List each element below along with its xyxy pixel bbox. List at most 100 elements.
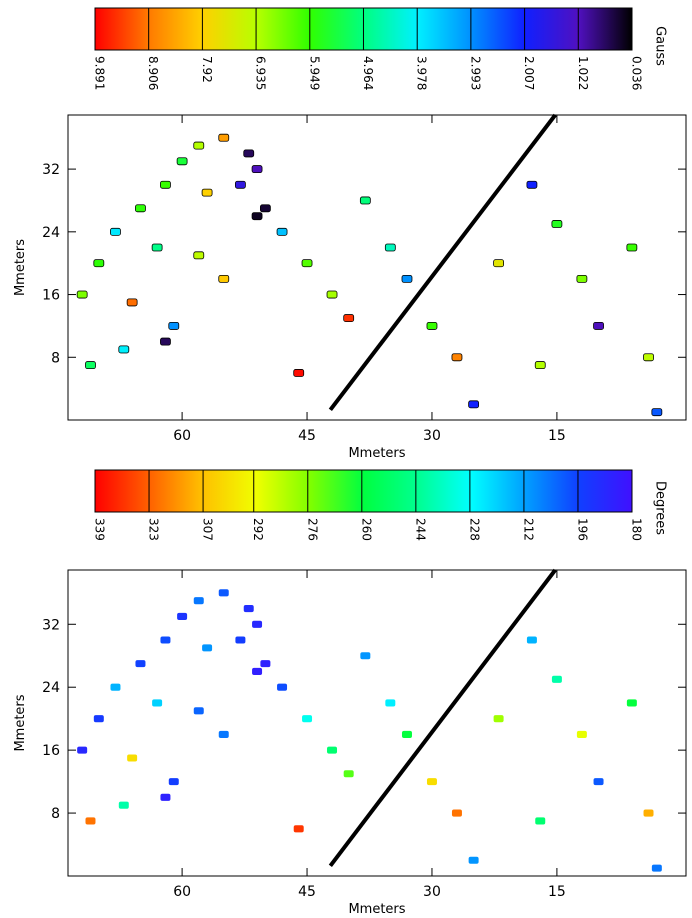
heatmap-cell <box>218 589 229 597</box>
x-axis-label: Mmeters <box>348 902 405 917</box>
x-tick-label: 15 <box>548 884 566 900</box>
colorbar-tick-label: 212 <box>521 518 535 541</box>
heatmap-cell <box>243 605 254 613</box>
heatmap-cell <box>493 715 504 723</box>
colorbar-tick-label: 292 <box>251 518 265 541</box>
colorbar-tick-label: 8.906 <box>146 56 160 90</box>
colorbar-tick-label: 2.993 <box>468 56 482 90</box>
heatmap-cell <box>451 353 463 362</box>
heatmap-cell <box>152 699 163 707</box>
heatmap-cell <box>218 730 229 738</box>
heatmap-cell <box>110 227 121 236</box>
heatmap-cell <box>468 856 479 864</box>
x-axis-label: Mmeters <box>348 446 405 461</box>
heatmap-cell <box>643 353 654 362</box>
heatmap-cell <box>193 597 204 605</box>
heatmap-cell <box>252 620 263 628</box>
heatmap-cell <box>401 274 413 283</box>
heatmap-cell <box>118 801 129 809</box>
y-axis-label: Mmeters <box>13 239 28 296</box>
colorbar-tick-label: 2.007 <box>522 56 536 90</box>
y-axis-label: Mmeters <box>13 694 28 751</box>
heatmap-cell <box>160 180 171 189</box>
heatmap-cell <box>359 196 371 205</box>
heatmap-cell <box>168 321 180 330</box>
heatmap-cell <box>651 408 663 417</box>
heatmap-cell <box>426 321 438 330</box>
heatmap-cell <box>293 369 305 377</box>
x-tick-label: 60 <box>173 884 191 900</box>
y-tick-label: 8 <box>51 350 60 366</box>
heatmap-cell <box>243 149 255 158</box>
heatmap-cell <box>327 746 338 754</box>
heatmap-cell <box>252 667 263 676</box>
heatmap-cell <box>526 636 537 644</box>
heatmap-cell <box>177 612 188 620</box>
heatmap-cell <box>593 321 604 330</box>
colorbar-tick-label: 276 <box>305 518 319 541</box>
heatmap-cell <box>235 180 246 189</box>
heatmap-cell <box>93 259 105 268</box>
heatmap-cell <box>251 165 263 174</box>
heatmap-cell <box>343 314 355 323</box>
y-tick-label: 16 <box>42 288 60 304</box>
x-tick-label: 30 <box>423 428 441 444</box>
colorbar-tick-label: 5.949 <box>307 56 321 90</box>
y-tick-label: 32 <box>42 617 60 633</box>
heatmap-cell <box>593 778 604 786</box>
colorbar-tick-label: 228 <box>467 518 481 541</box>
heatmap-cell <box>302 715 313 723</box>
x-tick-label: 45 <box>298 884 316 900</box>
heatmap-cell <box>151 243 163 252</box>
colorbar-tick-label: 244 <box>413 518 427 541</box>
colorbar-tick-label: 4.964 <box>361 56 375 90</box>
heatmap-cell <box>535 817 546 825</box>
heatmap-cell <box>343 770 354 778</box>
x-tick-label: 45 <box>298 428 316 444</box>
heatmap-cell <box>85 817 96 825</box>
heatmap-cell <box>651 864 662 872</box>
y-tick-label: 16 <box>42 743 60 759</box>
heatmap-cell <box>251 212 263 221</box>
trend-line <box>328 113 557 412</box>
y-tick-label: 24 <box>42 225 60 241</box>
heatmap-cell <box>534 361 546 370</box>
colorbar-label: Degrees <box>653 481 668 535</box>
heatmap-cell <box>218 133 230 142</box>
heatmap-cell <box>201 188 213 197</box>
colorbar <box>94 469 633 513</box>
heatmap-cell <box>176 157 188 166</box>
colorbar-tick-label: 196 <box>575 518 589 541</box>
y-tick-label: 8 <box>51 806 60 822</box>
heatmap-cell <box>360 652 371 660</box>
heatmap-cell <box>526 180 538 189</box>
heatmap-cell <box>576 274 588 283</box>
heatmap-cell <box>326 290 338 299</box>
colorbar-tick-label: 323 <box>147 518 161 541</box>
heatmap-cells <box>76 133 663 417</box>
heatmap-cell <box>276 227 288 236</box>
heatmap-cell <box>126 298 138 307</box>
heatmap-cell <box>493 259 504 268</box>
y-tick-label: 32 <box>42 162 60 178</box>
heatmap-cell <box>451 809 462 817</box>
heatmap-cell <box>76 290 88 299</box>
x-tick-label: 15 <box>548 428 566 444</box>
heatmap-cell <box>135 204 146 213</box>
colorbar-tick-label: 260 <box>359 518 373 541</box>
colorbar-tick-label: 1.022 <box>576 56 590 90</box>
heatmap-cell <box>626 243 638 252</box>
heatmap-cell <box>426 778 437 786</box>
colorbar-label: Gauss <box>653 26 668 66</box>
heatmap-cell <box>135 660 146 668</box>
heatmap-cell <box>401 730 412 738</box>
heatmap-cell <box>127 754 138 762</box>
heatmap-cell <box>626 699 637 707</box>
heatmap-cell <box>277 683 288 691</box>
colorbar-tick-label: 0.036 <box>630 56 644 90</box>
heatmap-cells <box>77 589 662 872</box>
heatmap-cell <box>260 660 271 668</box>
colorbar-tick-label: 7.92 <box>200 56 214 83</box>
y-tick-label: 24 <box>42 680 60 696</box>
